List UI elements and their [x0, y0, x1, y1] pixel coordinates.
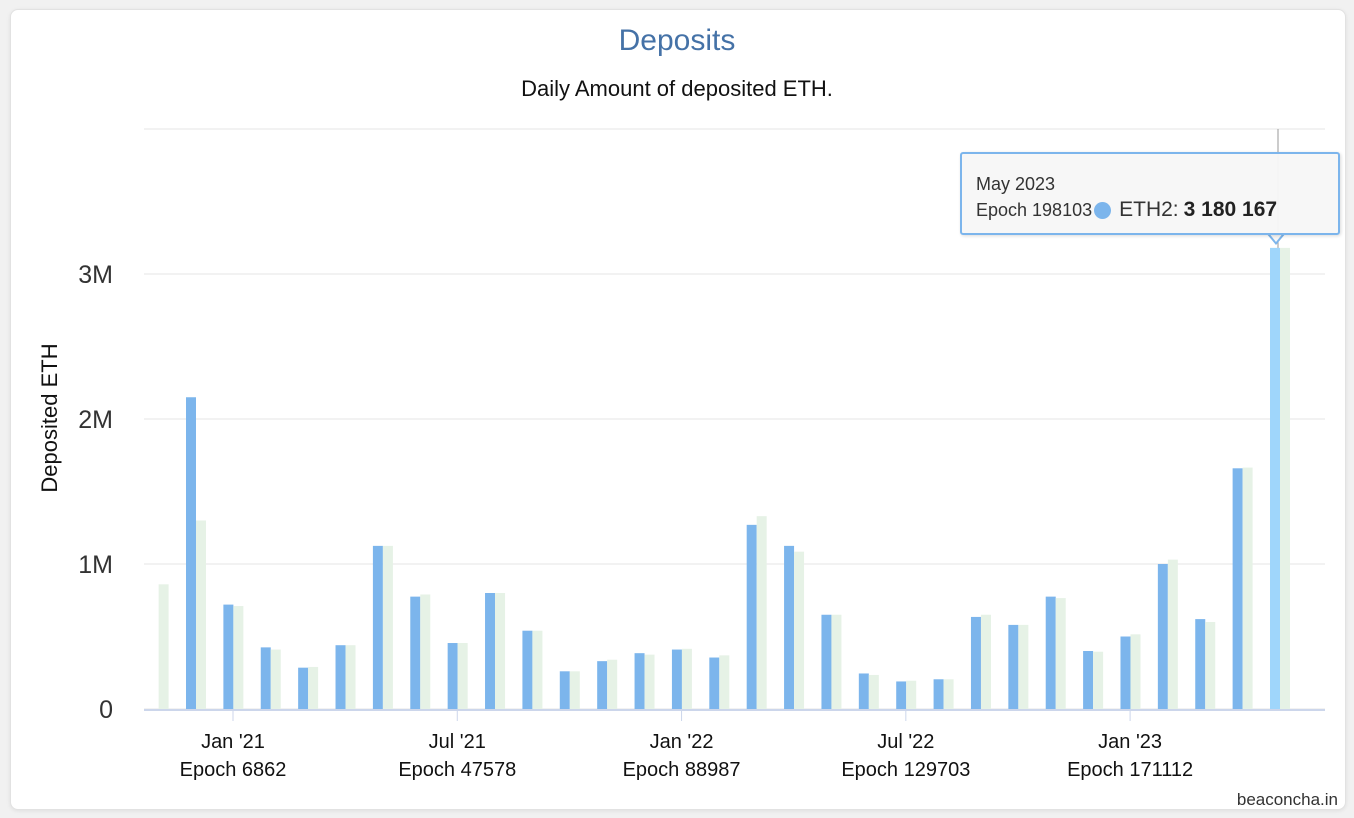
x-tick-date: Jul '22 [877, 731, 934, 753]
bar-secondary [906, 680, 917, 709]
chart-title: Deposits [618, 24, 736, 57]
bar-secondary [308, 666, 319, 709]
bar-secondary [569, 671, 580, 709]
bar-eth2 [970, 616, 981, 709]
x-tick-epoch: Epoch 171112 [1067, 759, 1193, 781]
bar-eth2 [821, 614, 832, 709]
bar-secondary [1130, 634, 1141, 709]
bar-secondary [158, 584, 169, 709]
x-tick-date: Jul '21 [429, 731, 486, 753]
bar-secondary [457, 643, 468, 709]
bar-secondary [644, 654, 655, 709]
x-tick-epoch: Epoch 129703 [841, 759, 970, 781]
y-tick-label: 1M [78, 551, 113, 579]
x-tick-date: Jan '23 [1098, 731, 1162, 753]
bar-secondary [233, 606, 244, 709]
bar-secondary [270, 649, 281, 709]
x-tick-date: Jan '21 [201, 731, 265, 753]
tooltip-series-name: ETH2: [1119, 198, 1179, 221]
bar-eth2 [746, 524, 757, 709]
bar-eth2 [896, 681, 907, 709]
bar-secondary [1093, 651, 1104, 709]
bar-secondary [756, 516, 767, 709]
bar-eth2 [1008, 624, 1019, 709]
bar-eth2 [1083, 651, 1094, 709]
tooltip-value: 3 180 167 [1183, 198, 1278, 221]
bar-eth2 [1195, 619, 1206, 709]
y-axis-label: Deposited ETH [37, 343, 62, 492]
bar-eth2 [597, 661, 608, 709]
bar-eth2 [1270, 247, 1280, 709]
bar-secondary [1018, 624, 1029, 709]
bar-eth2 [260, 647, 271, 709]
bar-secondary [420, 594, 431, 709]
bar-secondary [1167, 559, 1178, 709]
bar-eth2 [858, 673, 869, 709]
bar-eth2 [709, 657, 720, 709]
x-tick-epoch: Epoch 47578 [398, 759, 516, 781]
bar-secondary [943, 679, 954, 709]
bar-secondary [1055, 598, 1066, 709]
bar-secondary [868, 674, 879, 709]
bars [158, 247, 1290, 709]
x-tick-epoch: Epoch 88987 [623, 759, 741, 781]
y-tick-label: 2M [78, 406, 113, 434]
tooltip-date: May 2023 [976, 174, 1056, 194]
bar-secondary [719, 655, 730, 709]
tooltip: May 2023 Epoch 198103 ETH2: 3 180 167 [960, 152, 1340, 235]
bar-eth2 [298, 667, 309, 709]
bar-eth2 [223, 604, 234, 709]
bar-secondary [1242, 467, 1253, 709]
bar-secondary [196, 520, 206, 709]
bar-eth2 [1120, 636, 1131, 709]
bar-secondary [495, 593, 506, 709]
bar-eth2 [1232, 468, 1243, 709]
tooltip-epoch: Epoch 198103 [976, 199, 1093, 220]
credit-link[interactable]: beaconcha.in [1236, 790, 1338, 809]
bar-eth2 [335, 645, 346, 709]
bar-secondary [382, 545, 393, 709]
chart-subtitle: Daily Amount of deposited ETH. [521, 76, 833, 101]
bar-eth2 [372, 545, 383, 709]
x-tick-epoch: Epoch 6862 [180, 759, 287, 781]
bar-eth2 [634, 653, 645, 709]
bar-eth2 [522, 630, 533, 709]
tooltip-arrow-inner [1268, 232, 1284, 242]
bar-secondary [794, 551, 805, 709]
bar-eth2 [186, 397, 196, 709]
bar-eth2 [485, 593, 496, 709]
y-tick-label: 3M [78, 261, 113, 289]
bar-eth2 [559, 671, 570, 709]
bar-secondary [831, 614, 842, 709]
tooltip-series-dot-icon [1094, 201, 1112, 219]
bar-eth2 [671, 649, 682, 709]
bar-secondary [1205, 622, 1216, 709]
bar-secondary [345, 645, 356, 709]
bar-secondary [681, 648, 692, 709]
bar-eth2 [784, 545, 795, 709]
bar-eth2 [410, 596, 421, 709]
bar-eth2 [1045, 596, 1056, 709]
axes: 0 1M 2M 3M Deposited ETH Jan '21 Epoch 6862 Jul… [37, 261, 1325, 781]
bar-secondary [980, 614, 991, 709]
bar-secondary [1280, 247, 1290, 709]
y-tick-label: 0 [99, 696, 113, 724]
bar-eth2 [1157, 564, 1168, 709]
bar-eth2 [933, 679, 944, 709]
bar-secondary [607, 659, 618, 709]
tooltip-row: Epoch 198103 ETH2: 3 180 167 [976, 198, 1277, 222]
bar-secondary [532, 630, 543, 709]
x-tick-date: Jan '22 [650, 731, 714, 753]
bar-eth2 [447, 643, 458, 709]
